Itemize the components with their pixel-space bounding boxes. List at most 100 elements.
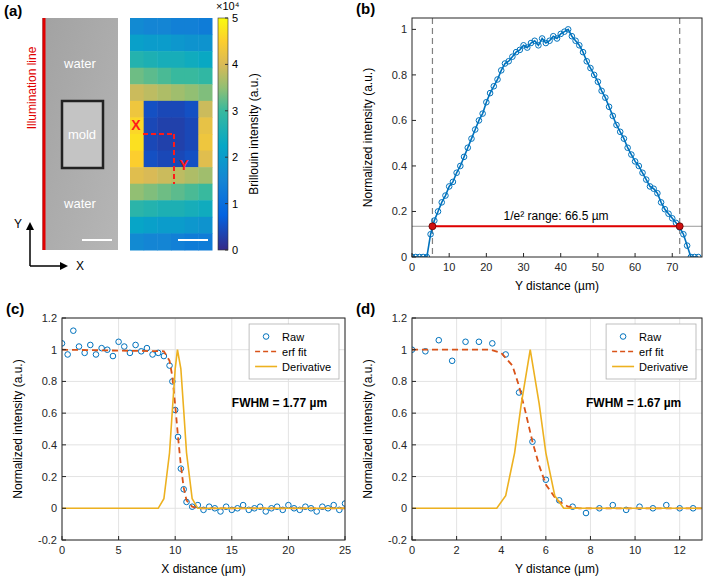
heatmap-cell xyxy=(144,167,158,184)
heatmap-cell xyxy=(171,68,185,85)
y-tick-label: 1 xyxy=(401,23,407,35)
plot-frame xyxy=(412,18,702,257)
annotation: FWHM = 1.67 µm xyxy=(586,396,681,410)
profile-label: Y xyxy=(179,157,189,173)
x-tick-label: 30 xyxy=(517,261,529,273)
data-point xyxy=(88,342,94,348)
data-point xyxy=(588,65,594,71)
heatmap-cell xyxy=(157,18,171,35)
profile-line-x xyxy=(143,133,174,135)
grid-line xyxy=(62,413,345,414)
range-end xyxy=(676,223,683,230)
heatmap-cell xyxy=(157,134,171,151)
data-point xyxy=(487,90,493,96)
data-point xyxy=(218,509,224,515)
colorbar-tick-label: 5 xyxy=(232,12,238,24)
data-point xyxy=(495,77,501,83)
heatmap-cell xyxy=(157,167,171,184)
y-tick-label: 0.6 xyxy=(392,407,407,419)
range-line xyxy=(432,225,679,227)
y-tick-label: -0.2 xyxy=(388,534,407,546)
data-point xyxy=(606,104,612,110)
heatmap-cell xyxy=(144,35,158,52)
y-tick xyxy=(62,413,66,414)
x-tick-label: 20 xyxy=(282,544,294,556)
heatmap-cell xyxy=(198,101,212,118)
data-point xyxy=(684,243,690,249)
heatmap-cell xyxy=(130,101,144,118)
heatmap-cell xyxy=(144,134,158,151)
data-point xyxy=(65,352,71,358)
heatmap-cell xyxy=(198,18,212,35)
data-point xyxy=(465,145,471,151)
y-axis-title: Normalized intensity (a.u.) xyxy=(361,68,375,207)
y-tick xyxy=(412,211,416,212)
y-tick xyxy=(412,318,416,319)
heatmap-cell xyxy=(157,117,171,134)
heatmap-cell xyxy=(198,134,212,151)
data-point xyxy=(610,113,616,119)
y-tick-label: -0.2 xyxy=(38,534,57,546)
y-tick-label: 1.2 xyxy=(42,312,57,324)
colorbar-tick xyxy=(225,64,228,65)
data-point xyxy=(314,509,320,515)
heatmap-cell xyxy=(130,217,144,234)
data-point xyxy=(469,136,475,142)
heatmap-cell xyxy=(185,184,199,201)
heatmap-cell xyxy=(185,217,199,234)
colorbar-tick-label: 3 xyxy=(232,105,238,117)
y-tick xyxy=(412,508,416,509)
y-tick-label: 0.8 xyxy=(42,375,57,387)
y-tick xyxy=(62,508,66,509)
heatmap-cell xyxy=(157,101,171,118)
scale-bar xyxy=(178,239,208,241)
heatmap-cell xyxy=(157,151,171,168)
y-tick-label: 0.4 xyxy=(392,160,407,172)
y-tick-label: 0.2 xyxy=(392,205,407,217)
legend-symbol xyxy=(255,351,277,353)
x-tick-label: 10 xyxy=(169,544,181,556)
arrow-x xyxy=(30,265,64,267)
heatmap-cell xyxy=(185,84,199,101)
heatmap-cell xyxy=(157,35,171,52)
heatmap-cell xyxy=(144,217,158,234)
heatmap-cell xyxy=(171,217,185,234)
y-tick-label: 0 xyxy=(401,251,407,263)
heatmap-cell xyxy=(171,51,185,68)
x-axis-title: X distance (µm) xyxy=(161,562,245,576)
heatmap-cell xyxy=(144,84,158,101)
y-axis-title: Normalized intensity (a.u.) xyxy=(361,359,375,498)
y-tick xyxy=(412,444,416,445)
arrow-head xyxy=(60,262,68,270)
image-label: water xyxy=(63,56,96,71)
grid-line xyxy=(118,318,119,540)
data-point xyxy=(436,337,442,343)
grid-line xyxy=(62,476,345,477)
colorbar-tick-label: 2 xyxy=(232,151,238,163)
heatmap-cell xyxy=(157,68,171,85)
data-point xyxy=(110,353,116,359)
heatmap-cell xyxy=(171,18,185,35)
heatmap-cell xyxy=(144,51,158,68)
x-tick-label: 10 xyxy=(443,261,455,273)
grid-line xyxy=(62,381,345,382)
colorbar-multiplier: ×10⁴ xyxy=(216,0,240,12)
heatmap-cell xyxy=(157,184,171,201)
x-tick xyxy=(175,536,176,540)
data-point xyxy=(458,163,464,169)
arrow-label: X xyxy=(76,259,84,273)
data-point xyxy=(435,209,441,215)
figure: (a)watermoldwaterIllumination lineXYXY01… xyxy=(0,0,715,586)
illumination-label: Illumination line xyxy=(25,46,39,129)
legend-symbol xyxy=(612,351,634,353)
colorbar-tick-label: 4 xyxy=(232,58,238,70)
data-point xyxy=(443,193,449,199)
heatmap-cell xyxy=(171,184,185,201)
data-point xyxy=(476,339,482,345)
x-tick-label: 6 xyxy=(543,544,549,556)
heatmap-cell xyxy=(171,101,185,118)
heatmap-cell xyxy=(171,117,185,134)
y-tick-label: 0 xyxy=(401,502,407,514)
arrow-y xyxy=(29,226,31,266)
heatmap-cell xyxy=(171,35,185,52)
